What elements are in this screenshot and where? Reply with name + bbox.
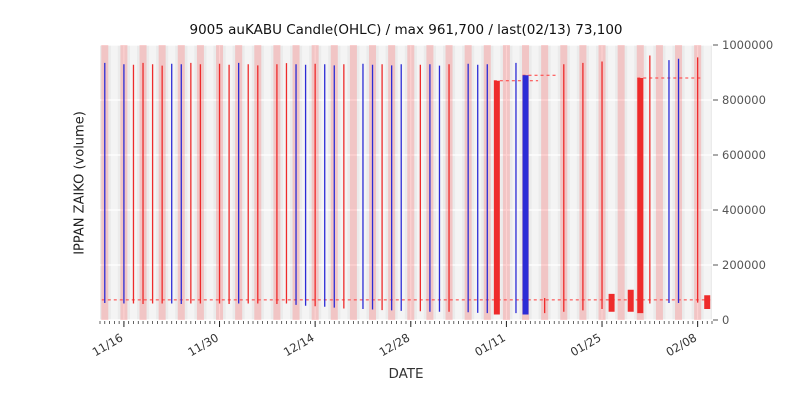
x-axis-label: DATE <box>388 366 424 382</box>
candle-body <box>627 289 634 312</box>
candle-band <box>206 45 214 320</box>
candle-band <box>617 45 625 320</box>
y-axis-label: IPPAN ZAIKO (volume) <box>72 111 88 255</box>
candle-body <box>522 75 529 315</box>
x-tick-label: 12/14 <box>281 330 317 359</box>
candle-band <box>569 45 577 320</box>
plot-background <box>100 45 712 320</box>
y-tick-label: 800000 <box>722 93 766 107</box>
candle-band <box>588 45 596 320</box>
candle-band <box>263 45 271 320</box>
y-tick-label: 600000 <box>722 148 766 162</box>
candle-band <box>655 45 663 320</box>
candle-band <box>455 45 463 320</box>
candle-band <box>407 45 415 320</box>
chart-title: 9005 auKABU Candle(OHLC) / max 961,700 /… <box>189 22 623 38</box>
candle-band <box>349 45 357 320</box>
y-tick-label: 0 <box>722 313 729 327</box>
candle-body <box>704 295 711 309</box>
candle-body <box>493 80 500 315</box>
candle-band <box>550 45 558 320</box>
y-tick-label: 400000 <box>722 203 766 217</box>
candle-band <box>684 45 692 320</box>
x-tick-label: 11/16 <box>90 330 126 359</box>
candle-band <box>531 45 539 320</box>
candle-band <box>627 45 635 320</box>
x-tick-label: 01/25 <box>568 330 604 359</box>
candle-band <box>703 45 711 320</box>
x-tick-label: 01/11 <box>472 330 508 359</box>
candle-band <box>110 45 118 320</box>
y-tick-label: 200000 <box>722 258 766 272</box>
candle-band <box>608 45 616 320</box>
candle-band <box>541 45 549 320</box>
candle-band <box>502 45 510 320</box>
x-tick-label: 02/08 <box>663 330 699 359</box>
y-tick-label: 1000000 <box>722 38 773 52</box>
candle-body <box>637 78 644 314</box>
x-tick-label: 11/30 <box>185 330 221 359</box>
candle-body <box>608 293 615 312</box>
x-tick-label: 12/28 <box>377 330 413 359</box>
